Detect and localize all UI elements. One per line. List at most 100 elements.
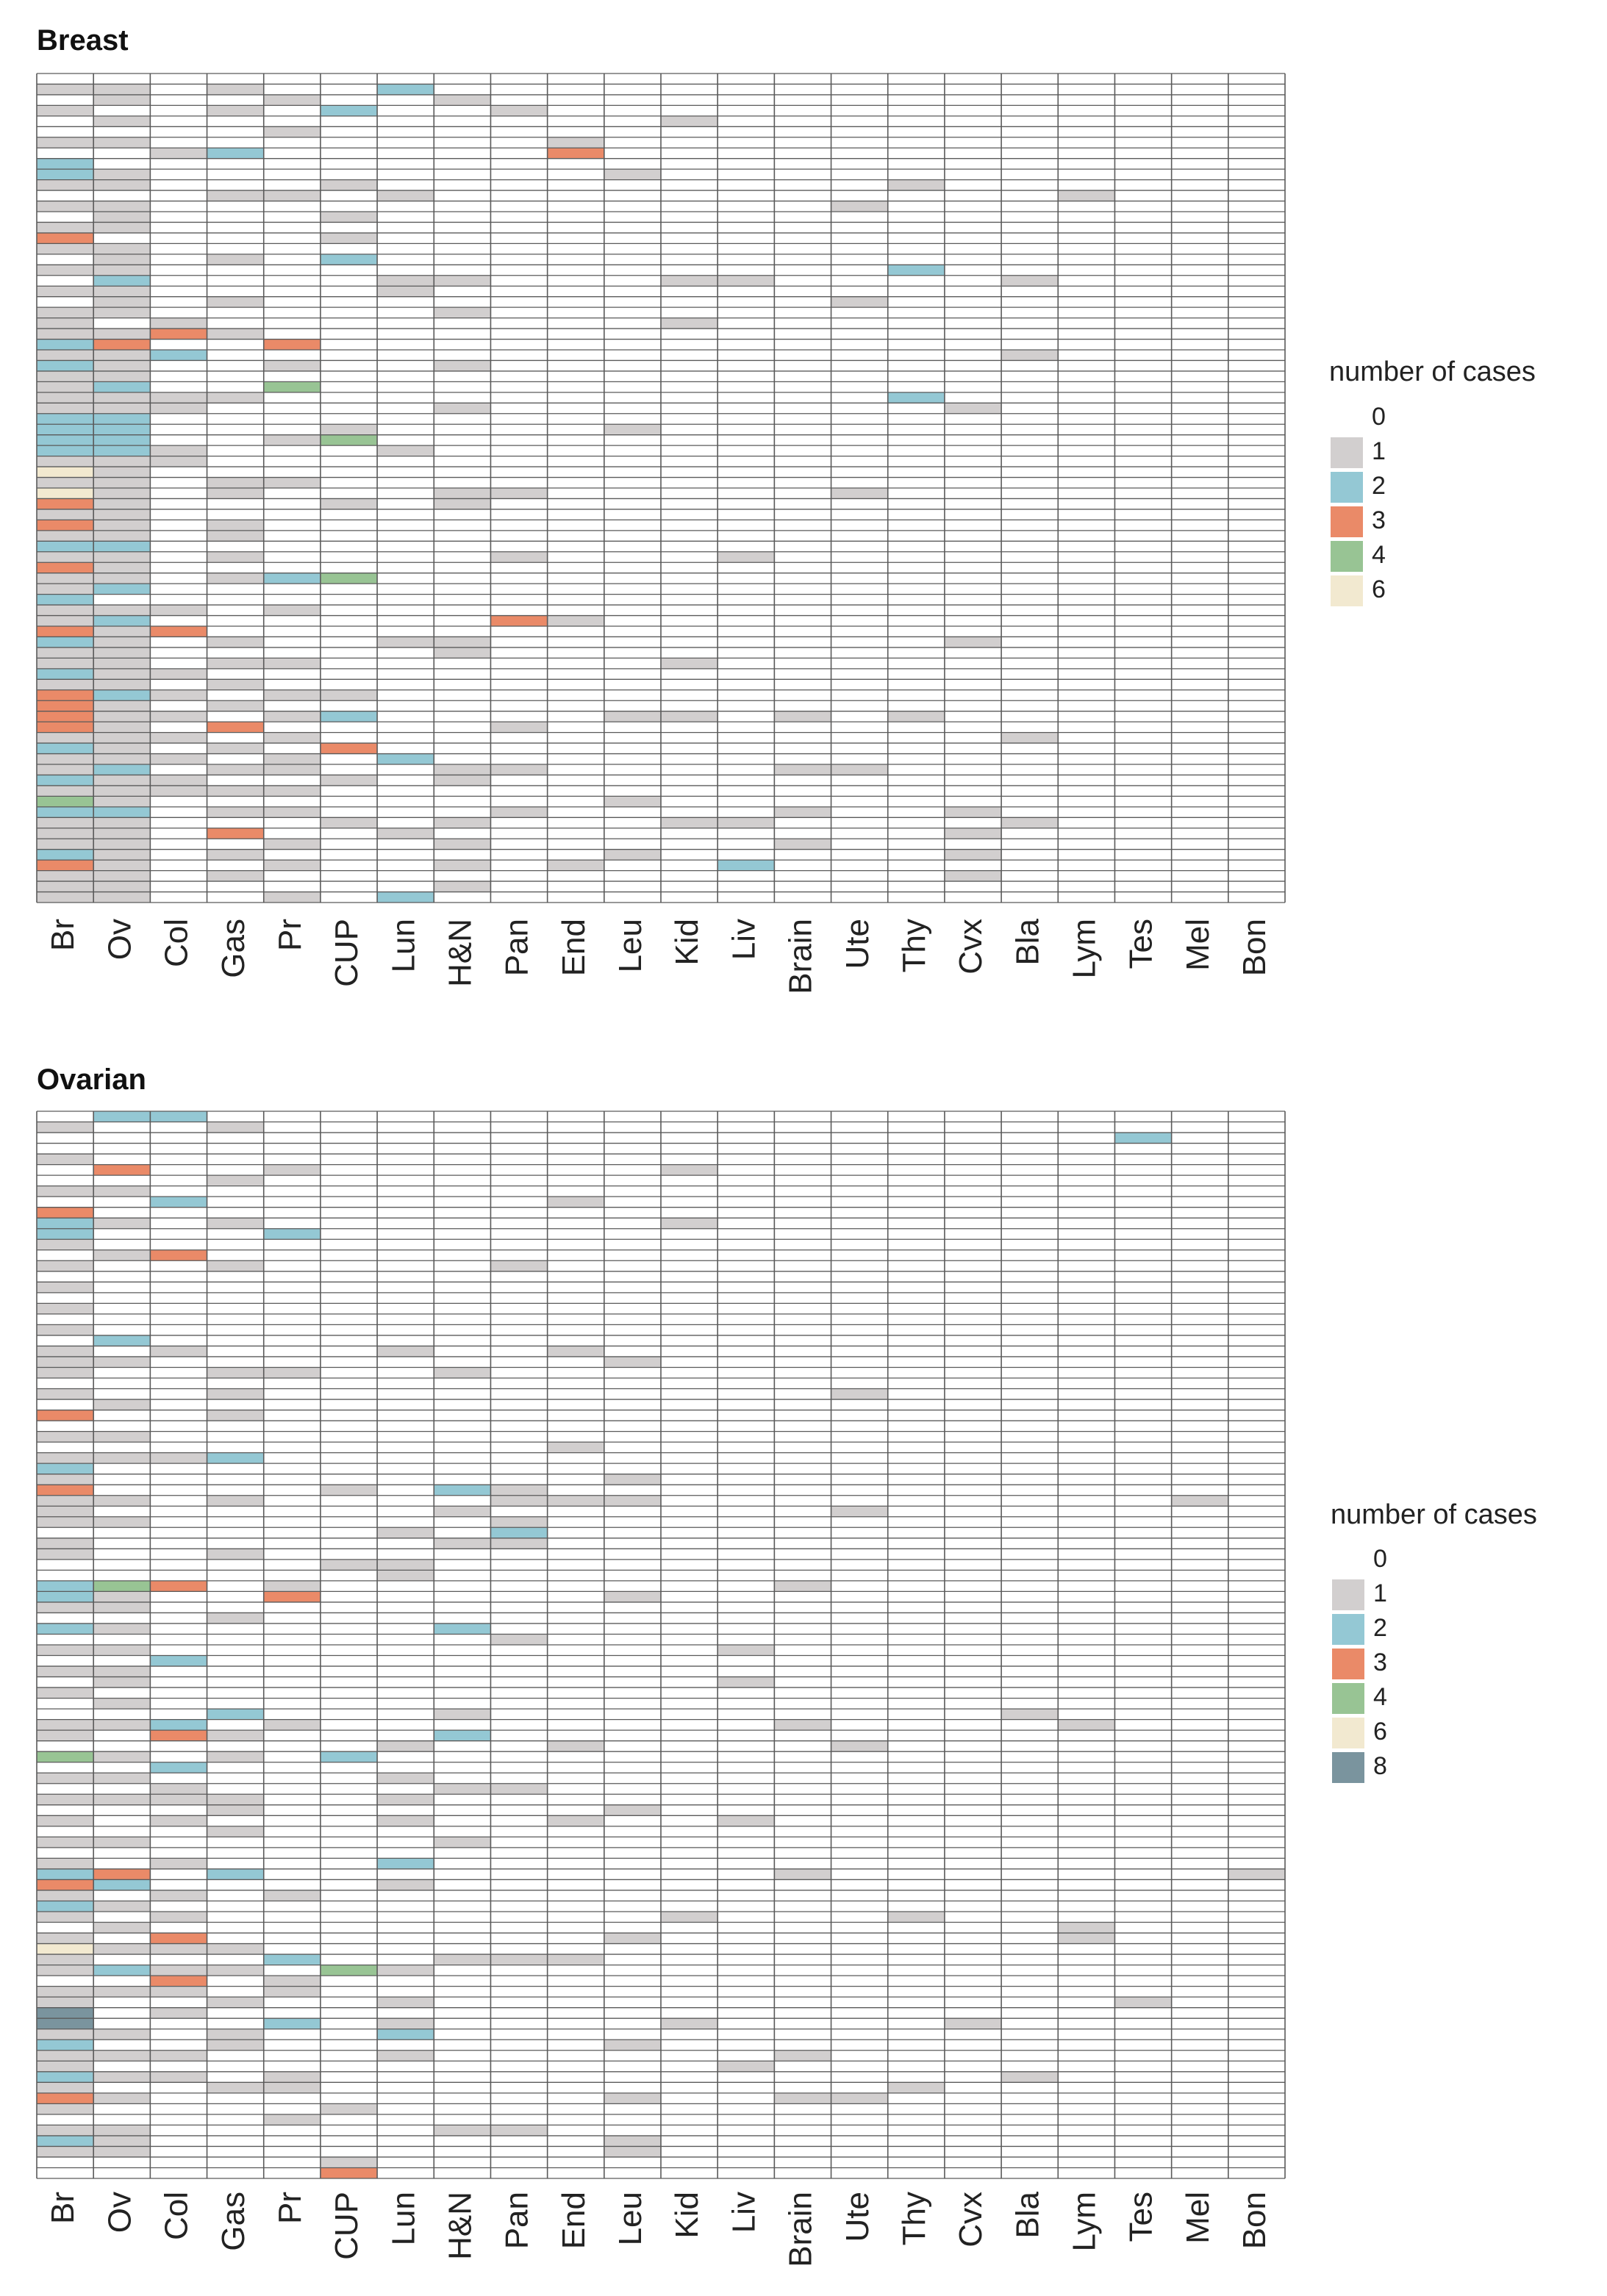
heatmap-cell bbox=[93, 1399, 151, 1410]
heatmap-cell bbox=[93, 1495, 151, 1507]
heatmap-cell bbox=[93, 1356, 151, 1368]
breast-legend: number of cases 0 1 2 3 4 6 bbox=[1329, 356, 1536, 606]
x-tick-label: Bon bbox=[1236, 919, 1273, 976]
breast-panel: Breast Br Ov Col Gas Pr CUP Lun H&N Pan End Leu Kid… bbox=[36, 24, 1536, 994]
heatmap-cell bbox=[93, 1719, 151, 1731]
heatmap-cell bbox=[490, 722, 548, 733]
heatmap-cell bbox=[207, 764, 264, 775]
heatmap-cell bbox=[434, 817, 491, 828]
heatmap-cell bbox=[150, 350, 207, 361]
heatmap-cell bbox=[37, 456, 94, 467]
heatmap-cell bbox=[93, 658, 151, 669]
heatmap-cell bbox=[944, 636, 1002, 647]
x-tick-label: Ute bbox=[840, 919, 876, 969]
heatmap-cell bbox=[1058, 1933, 1115, 1944]
heatmap-cell bbox=[434, 94, 491, 106]
heatmap-cell bbox=[37, 860, 94, 871]
heatmap-cell bbox=[37, 137, 94, 148]
heatmap-cell bbox=[547, 1740, 604, 1752]
heatmap-cell bbox=[831, 1740, 888, 1752]
heatmap-cell bbox=[320, 105, 378, 116]
heatmap-cell bbox=[717, 817, 775, 828]
x-tick-label: Br bbox=[45, 919, 81, 951]
heatmap-cell bbox=[37, 839, 94, 850]
breast-legend-items: 0 1 2 3 4 6 bbox=[1331, 403, 1386, 606]
heatmap-cell bbox=[93, 222, 151, 233]
heatmap-cell bbox=[207, 148, 264, 159]
heatmap-cell bbox=[263, 1591, 321, 1602]
heatmap-cell bbox=[604, 424, 661, 435]
legend-swatch bbox=[1331, 437, 1363, 468]
heatmap-cell bbox=[93, 137, 151, 148]
breast-legend-title: number of cases bbox=[1329, 356, 1536, 387]
heatmap-cell bbox=[377, 1773, 434, 1784]
heatmap-cell bbox=[717, 1645, 775, 1656]
heatmap-cell bbox=[207, 722, 264, 733]
legend-swatch bbox=[1332, 1579, 1364, 1610]
heatmap-cell bbox=[320, 817, 378, 828]
heatmap-cell bbox=[93, 488, 151, 499]
heatmap-cell bbox=[93, 254, 151, 265]
heatmap-cell bbox=[377, 190, 434, 201]
heatmap-cell bbox=[37, 1431, 94, 1443]
heatmap-cell bbox=[37, 1868, 94, 1880]
heatmap-cell bbox=[37, 1549, 94, 1560]
legend-label: 6 bbox=[1372, 575, 1386, 603]
ovarian-legend-title: number of cases bbox=[1331, 1499, 1537, 1530]
heatmap-cell bbox=[490, 806, 548, 818]
heatmap-cell bbox=[93, 796, 151, 807]
heatmap-cell bbox=[604, 2146, 661, 2157]
heatmap-cell bbox=[604, 849, 661, 861]
heatmap-cell bbox=[150, 329, 207, 340]
heatmap-cell bbox=[320, 1965, 378, 1976]
heatmap-cell bbox=[150, 2050, 207, 2062]
heatmap-cell bbox=[37, 689, 94, 701]
heatmap-cell bbox=[93, 1676, 151, 1688]
heatmap-cell bbox=[37, 1185, 94, 1197]
heatmap-cell bbox=[150, 689, 207, 701]
heatmap-cell bbox=[434, 1538, 491, 1549]
heatmap-cell bbox=[93, 1601, 151, 1613]
heatmap-cell bbox=[37, 700, 94, 711]
heatmap-cell bbox=[93, 339, 151, 350]
heatmap-cell bbox=[37, 1346, 94, 1357]
heatmap-cell bbox=[93, 870, 151, 882]
legend-label: 1 bbox=[1373, 1579, 1387, 1607]
x-tick-label: Mel bbox=[1180, 919, 1216, 971]
heatmap-cell bbox=[207, 1388, 264, 1400]
heatmap-cell bbox=[320, 424, 378, 435]
x-tick-label: Thy bbox=[896, 2192, 932, 2245]
heatmap-cell bbox=[434, 839, 491, 850]
heatmap-cell bbox=[1058, 1922, 1115, 1934]
heatmap-cell bbox=[93, 94, 151, 106]
heatmap-cell bbox=[93, 2071, 151, 2083]
heatmap-cell bbox=[93, 1837, 151, 1848]
heatmap-cell bbox=[434, 360, 491, 371]
legend-label: 8 bbox=[1373, 1752, 1387, 1780]
heatmap-cell bbox=[263, 1890, 321, 1901]
heatmap-cell bbox=[150, 1655, 207, 1667]
x-tick-label: Leu bbox=[612, 2192, 648, 2245]
heatmap-cell bbox=[207, 1751, 264, 1762]
heatmap-cell bbox=[37, 584, 94, 595]
heatmap-cell bbox=[547, 148, 604, 159]
heatmap-cell bbox=[37, 1965, 94, 1976]
heatmap-cell bbox=[37, 1933, 94, 1944]
x-tick-label: Lym bbox=[1066, 919, 1102, 979]
heatmap-cell bbox=[37, 318, 94, 329]
heatmap-cell bbox=[604, 1356, 661, 1368]
heatmap-cell bbox=[37, 796, 94, 807]
legend-swatch bbox=[1331, 575, 1363, 606]
heatmap-cell bbox=[831, 296, 888, 308]
heatmap-cell bbox=[93, 1591, 151, 1602]
heatmap-cell bbox=[150, 1858, 207, 1869]
heatmap-cell bbox=[37, 1495, 94, 1507]
heatmap-cell bbox=[93, 350, 151, 361]
heatmap-cell bbox=[150, 1346, 207, 1357]
heatmap-cell bbox=[320, 2167, 378, 2178]
heatmap-cell bbox=[434, 636, 491, 647]
heatmap-cell bbox=[37, 1260, 94, 1271]
heatmap-cell bbox=[377, 84, 434, 95]
heatmap-cell bbox=[93, 1773, 151, 1784]
heatmap-cell bbox=[93, 445, 151, 456]
